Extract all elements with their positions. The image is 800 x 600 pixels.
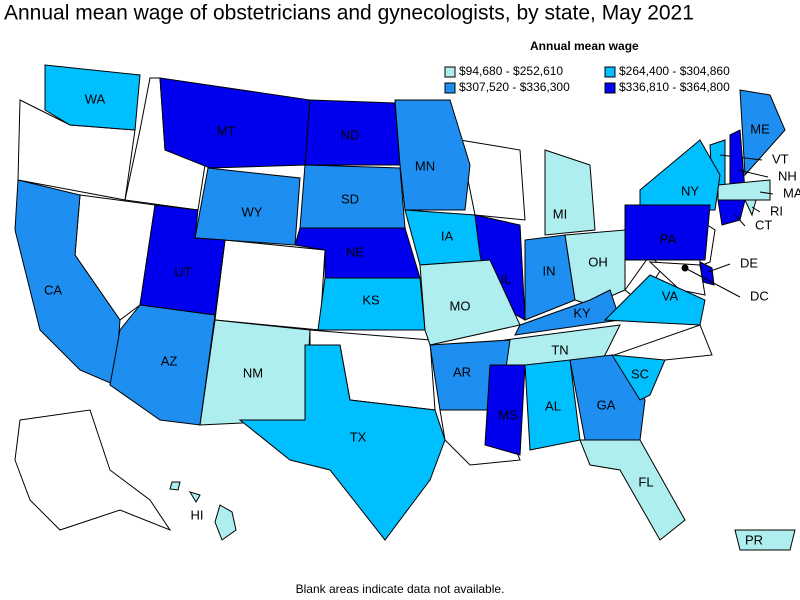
state-shape — [169, 481, 181, 491]
state-label: MO — [450, 298, 471, 313]
state-shape — [14, 409, 172, 532]
leader-line — [759, 191, 774, 195]
state-shape — [484, 364, 526, 456]
state-label: IA — [441, 228, 454, 243]
state-label: CT — [755, 217, 772, 232]
state-label: AZ — [161, 353, 178, 368]
legend-swatch — [444, 66, 456, 78]
state-label: TN — [551, 342, 568, 357]
state-shape — [648, 261, 706, 296]
state-shape — [744, 199, 757, 217]
state-label: VT — [772, 151, 789, 166]
state-label: IL — [501, 271, 512, 286]
legend-title: Annual mean wage — [530, 39, 639, 53]
state-shape — [214, 239, 326, 331]
legend-swatch — [444, 82, 456, 94]
state-label: UT — [174, 264, 191, 279]
state-label: FL — [638, 474, 653, 489]
state-label: NM — [243, 365, 263, 380]
state-shape — [44, 64, 141, 131]
legend-label: $94,680 - $252,610 — [459, 64, 563, 78]
state-label: CA — [44, 282, 62, 297]
legend-label: $264,400 - $304,860 — [619, 64, 730, 78]
state-label: SC — [631, 366, 649, 381]
state-label: PA — [660, 231, 677, 246]
state-shape — [238, 344, 446, 541]
state-label: NE — [346, 244, 364, 259]
state-shape — [579, 439, 686, 541]
state-shape — [514, 289, 621, 336]
state-shape — [544, 149, 596, 236]
dc-dot — [681, 264, 689, 272]
state-label: NH — [778, 168, 797, 183]
leader-line — [751, 206, 761, 213]
state-label: TX — [350, 429, 367, 444]
state-label: SD — [341, 191, 359, 206]
leader-line — [707, 263, 731, 273]
state-label: DE — [740, 255, 758, 270]
leader-line — [737, 169, 769, 178]
state-label: OH — [588, 254, 608, 269]
legend-label: $307,520 - $336,300 — [459, 80, 570, 94]
state-label: AR — [453, 364, 471, 379]
state-label: WA — [85, 91, 106, 106]
state-label: AL — [545, 398, 561, 413]
state-shape — [159, 77, 311, 169]
state-label: PR — [745, 532, 763, 547]
state-label: WY — [242, 204, 263, 219]
footnote: Blank areas indicate data not available. — [296, 582, 505, 596]
state-label: MS — [498, 407, 518, 422]
state-shape — [639, 139, 721, 211]
state-shape — [17, 99, 136, 201]
state-label: ME — [750, 121, 770, 136]
legend-swatch — [604, 82, 616, 94]
state-label: NY — [681, 183, 699, 198]
legend: $94,680 - $252,610 $264,400 - $304,860 $30… — [444, 64, 730, 94]
state-shape — [188, 491, 201, 503]
state-label: RI — [770, 203, 783, 218]
state-shape — [699, 261, 715, 286]
leader-line — [684, 267, 741, 298]
state-label: KS — [362, 292, 380, 307]
state-label: DC — [750, 288, 769, 303]
state-label: GA — [597, 397, 616, 412]
state-label: KY — [573, 305, 591, 320]
state-label: MT — [217, 123, 236, 138]
state-label: VA — [662, 288, 679, 303]
legend-label: $336,810 - $364,800 — [619, 80, 730, 94]
state-shape — [734, 529, 796, 551]
state-label: MN — [415, 158, 435, 173]
state-shape — [717, 179, 771, 201]
state-shape — [214, 504, 237, 541]
state-label: ND — [341, 127, 360, 142]
state-label: HI — [191, 507, 204, 522]
legend-swatch — [604, 66, 616, 78]
state-shape — [611, 354, 666, 401]
state-label: MA — [783, 185, 800, 200]
state-label: MI — [553, 206, 567, 221]
state-shape — [394, 99, 471, 211]
leader-line — [734, 214, 746, 227]
state-shape — [739, 89, 786, 177]
state-shape — [419, 259, 521, 346]
title: Annual mean wage of obstetricians and gy… — [4, 2, 694, 25]
state-label: IN — [543, 263, 556, 278]
state-shape — [109, 304, 216, 426]
state-shape — [459, 139, 526, 221]
state-shape — [603, 274, 706, 326]
